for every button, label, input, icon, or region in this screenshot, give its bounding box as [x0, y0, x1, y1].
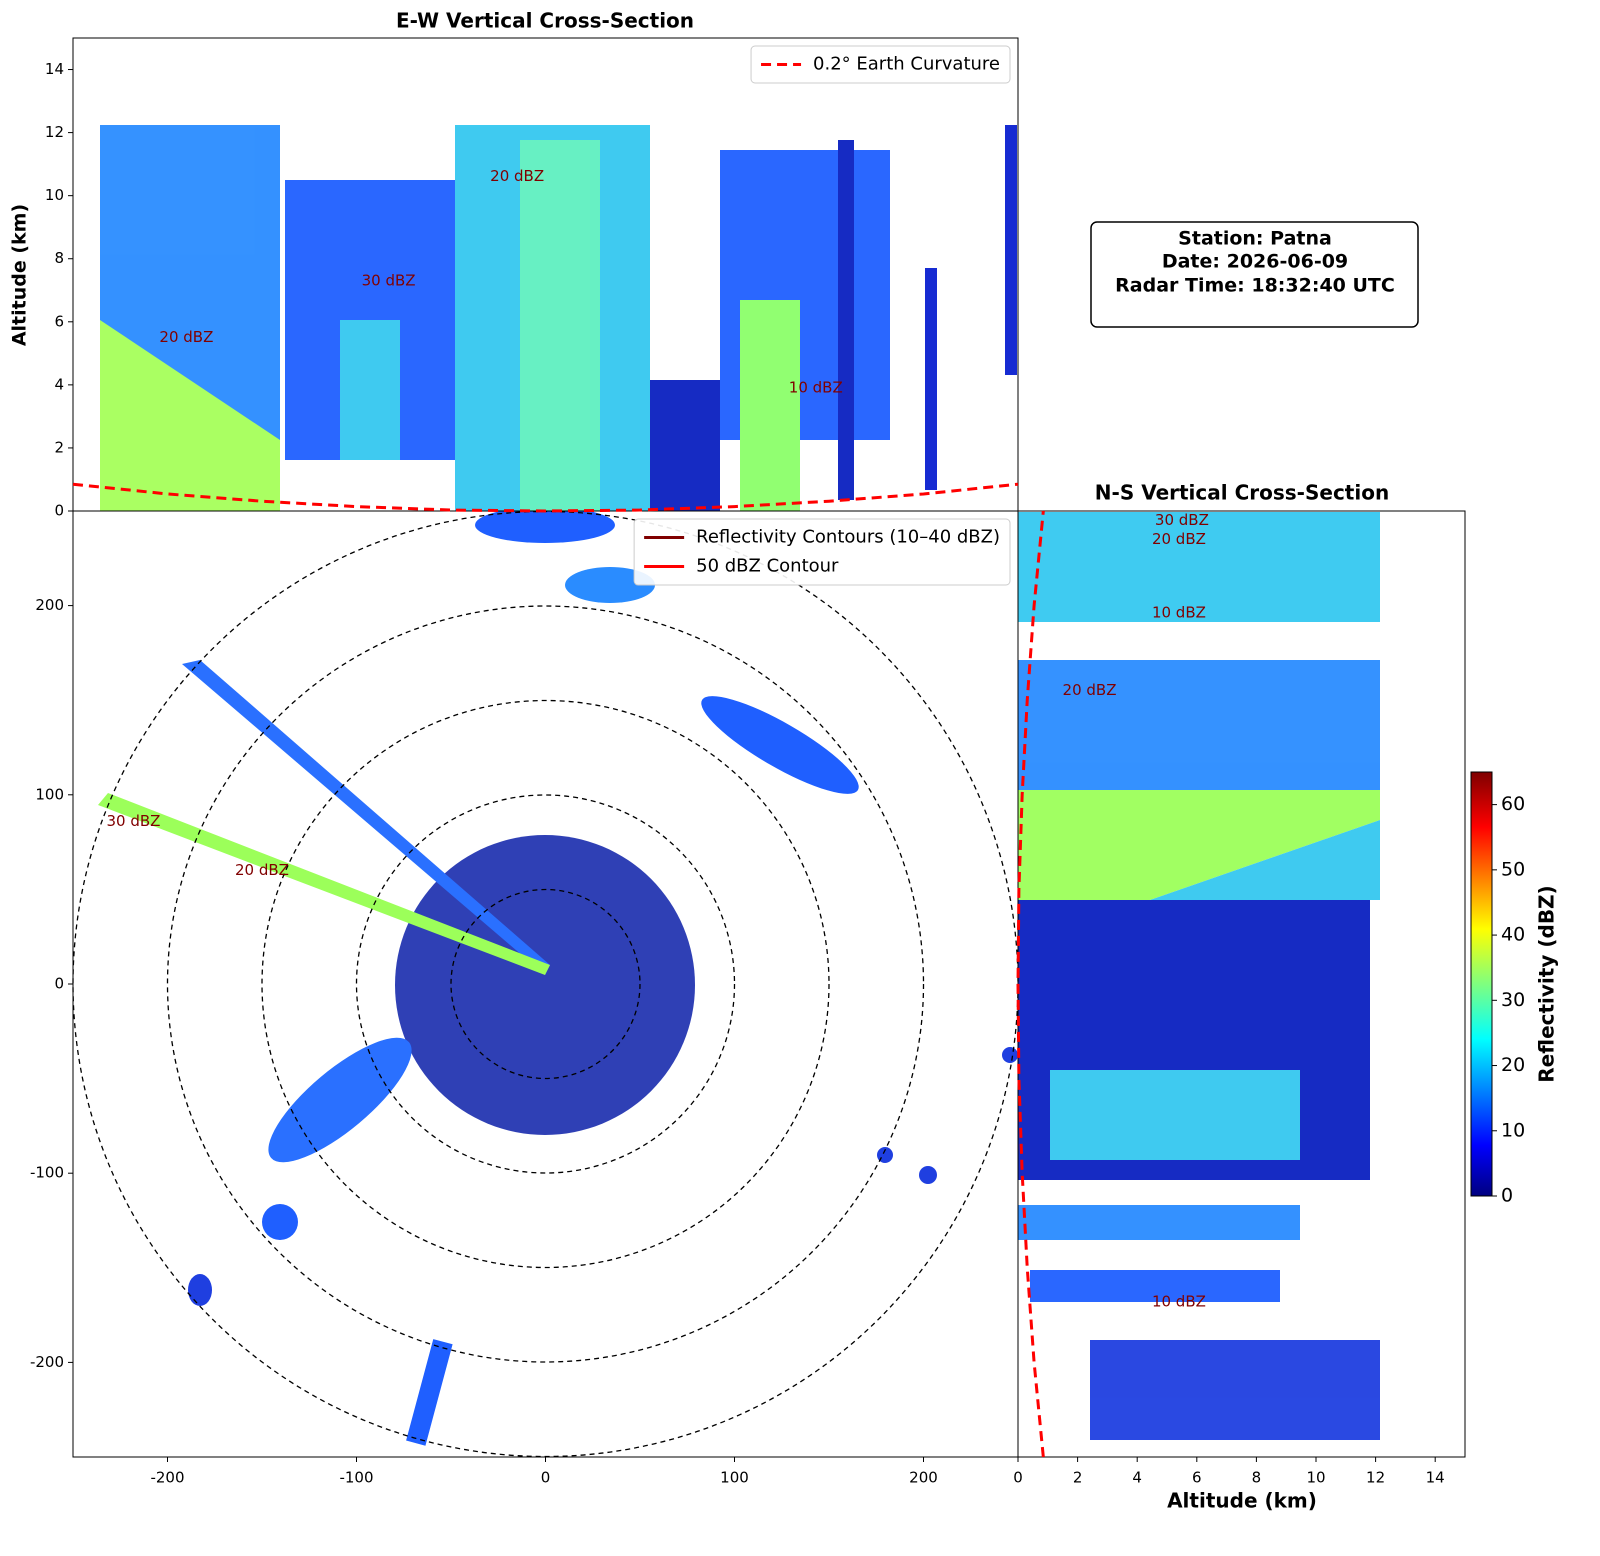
y-tick-label: 20 — [1501, 1054, 1525, 1076]
y-tick-label: 8 — [54, 249, 64, 267]
x-tick-label: 12 — [1366, 1469, 1385, 1487]
contour-label: 20 dBZ — [235, 861, 289, 879]
range-ring — [261, 699, 830, 1269]
ns-title: N-S Vertical Cross-Section — [1095, 481, 1389, 505]
y-tick-label: 0 — [54, 975, 64, 993]
x-tick-label: 0 — [541, 1469, 551, 1487]
info-line: Radar Time: 18:32:40 UTC — [1115, 275, 1395, 297]
x-tick-label: 6 — [1192, 1469, 1202, 1487]
x-tick-label: 0 — [1013, 1469, 1023, 1487]
x-tick-label: -100 — [339, 1469, 373, 1487]
contour-label: 20 dBZ — [1152, 530, 1206, 548]
contour-label: 10 dBZ — [1152, 1292, 1206, 1310]
info-line: Station: Patna — [1178, 228, 1332, 250]
y-tick-label: 12 — [45, 123, 64, 141]
legend-label: 0.2° Earth Curvature — [813, 54, 1000, 75]
y-tick-label: -200 — [30, 1353, 64, 1371]
x-tick-label: 2 — [1073, 1469, 1083, 1487]
y-tick-label: 100 — [35, 785, 64, 803]
y-tick-label: 200 — [35, 596, 64, 614]
range-ring — [450, 888, 641, 1080]
x-tick-label: 14 — [1426, 1469, 1445, 1487]
range-ring — [166, 605, 925, 1363]
info-line: Date: 2026-06-09 — [1162, 251, 1348, 273]
y-tick-label: 10 — [1501, 1119, 1525, 1141]
contour-label: 20 dBZ — [1063, 681, 1117, 699]
y-tick-label: 0 — [54, 502, 64, 520]
ew-title: E-W Vertical Cross-Section — [396, 9, 694, 33]
ns-field — [1018, 512, 1380, 1440]
y-tick-label: -100 — [30, 1164, 64, 1182]
contour-label: 30 dBZ — [107, 812, 161, 830]
x-tick-label: 100 — [720, 1469, 749, 1487]
legend-label: 50 dBZ Contour — [696, 556, 839, 577]
contour-label: 20 dBZ — [490, 167, 544, 185]
colorbar — [1470, 771, 1493, 1197]
ppi-field — [98, 511, 1018, 1446]
y-tick-label: 10 — [45, 186, 64, 204]
info-box — [1090, 221, 1419, 328]
curvature-line — [1016, 510, 1045, 1458]
y-tick-label: 60 — [1501, 793, 1525, 815]
legend-box — [750, 45, 1011, 84]
legend-label: Reflectivity Contours (10–40 dBZ) — [696, 527, 1000, 548]
x-tick-label: -200 — [150, 1469, 184, 1487]
curvature-line — [72, 482, 1019, 513]
y-tick-label: 6 — [54, 312, 64, 330]
range-ring — [355, 794, 736, 1174]
ns-x-label: Altitude (km) — [1167, 1489, 1317, 1513]
ew-y-label: Altitude (km) — [9, 204, 31, 346]
y-tick-label: 0 — [1501, 1185, 1513, 1207]
ew-field — [100, 125, 1017, 511]
contour-label: 10 dBZ — [1152, 604, 1206, 622]
y-tick-label: 50 — [1501, 858, 1525, 880]
contour-label: 10 dBZ — [789, 379, 843, 397]
colorbar-label: Reflectivity (dBZ) — [1535, 885, 1559, 1082]
x-tick-label: 4 — [1132, 1469, 1142, 1487]
y-tick-label: 30 — [1501, 989, 1525, 1011]
y-tick-label: 40 — [1501, 924, 1525, 946]
contour-label: 30 dBZ — [1155, 511, 1209, 529]
y-tick-label: 4 — [54, 375, 64, 393]
contour-label: 20 dBZ — [159, 328, 213, 346]
y-tick-label: 2 — [54, 438, 64, 456]
x-tick-label: 8 — [1252, 1469, 1262, 1487]
y-tick-label: 14 — [45, 60, 64, 78]
contour-label: 30 dBZ — [362, 271, 416, 289]
legend-box — [633, 518, 1011, 586]
x-tick-label: 200 — [909, 1469, 938, 1487]
x-tick-label: 10 — [1306, 1469, 1325, 1487]
